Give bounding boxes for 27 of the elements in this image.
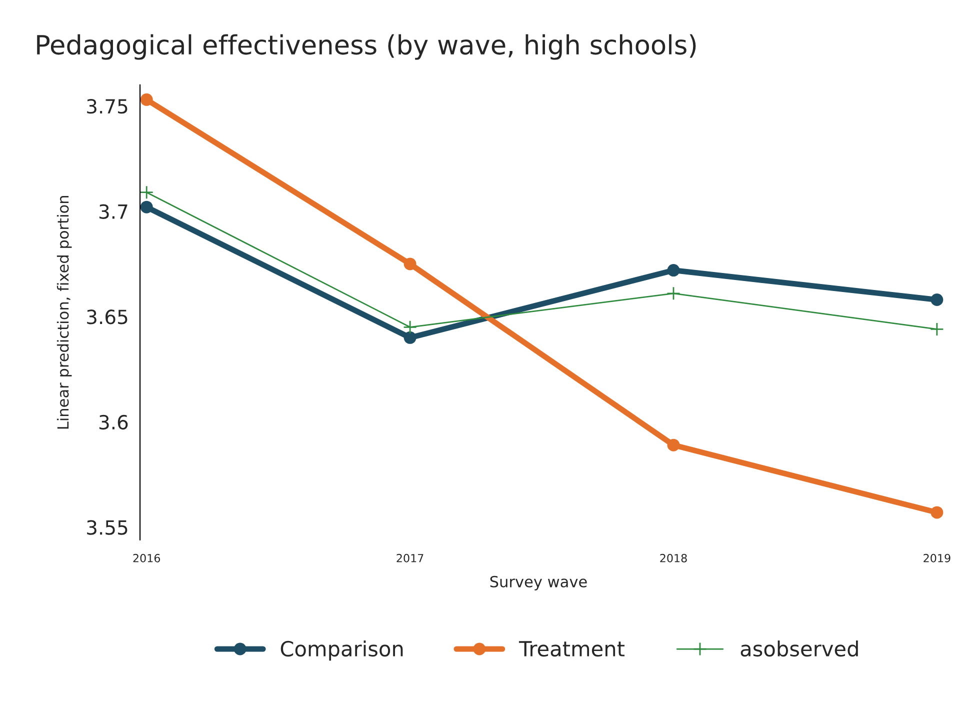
point — [930, 294, 944, 306]
y-tick-label: 3.65 — [87, 310, 128, 324]
x-tick-label: 2016 — [133, 554, 160, 562]
x-tick-label: 2018 — [660, 554, 687, 562]
y-tick-label: 3.75 — [87, 98, 128, 114]
point — [403, 320, 417, 334]
legend-label: Comparison — [280, 640, 403, 661]
point — [667, 438, 680, 452]
point — [404, 331, 416, 344]
point — [140, 93, 153, 106]
y-tick-label: 3.55 — [87, 520, 128, 535]
point — [666, 286, 680, 300]
x-tick-label: 2019 — [924, 554, 950, 562]
chart-title: Pedagogical effectiveness (by wave, high schools) — [37, 34, 696, 60]
legend-label: Treatment — [518, 641, 624, 657]
x-axis-title: Survey wave — [490, 576, 587, 590]
x-tick-label: 2017 — [396, 554, 424, 562]
y-axis-title: Linear prediction, fixed portion — [56, 196, 72, 429]
point — [140, 185, 154, 200]
point — [140, 200, 153, 214]
point — [404, 258, 416, 270]
legend-label: asobserved — [740, 640, 858, 657]
y-tick-label: 3.6 — [99, 414, 128, 430]
point — [667, 264, 680, 277]
y-tick-label: 3.7 — [99, 204, 128, 219]
point — [930, 506, 944, 519]
point — [930, 322, 944, 336]
